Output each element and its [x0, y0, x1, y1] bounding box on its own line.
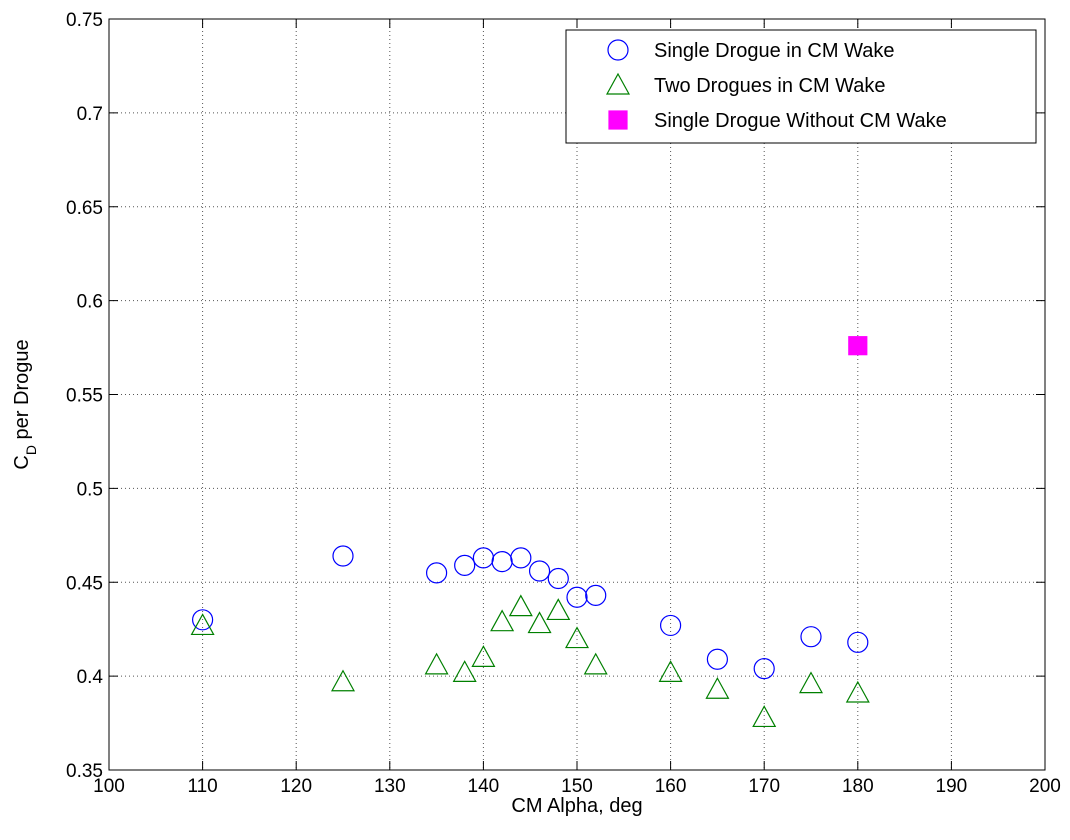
x-axis-label: CM Alpha, deg [511, 795, 642, 817]
data-point-triangle [424, 652, 449, 675]
data-point-circle [454, 554, 476, 576]
data-point-triangle [583, 652, 608, 675]
legend-marker-circle [607, 39, 629, 61]
legend-label: Single Drogue Without CM Wake [654, 110, 947, 132]
data-point-circle [192, 609, 214, 631]
data-points [190, 336, 870, 728]
series-triangle [190, 594, 870, 728]
data-point-triangle [452, 660, 477, 682]
x-tick-label: 150 [561, 776, 593, 797]
data-point-circle [847, 631, 869, 653]
y-tick-label: 0.55 [66, 386, 103, 407]
x-tick-label: 140 [468, 776, 500, 797]
legend-marker-square [608, 110, 628, 130]
data-point-triangle [330, 669, 356, 692]
legend-label: Two Drogues in CM Wake [654, 75, 886, 97]
data-point-circle [426, 562, 448, 584]
y-tick-label: 0.35 [66, 761, 103, 782]
data-point-triangle [546, 598, 571, 621]
x-tick-label: 190 [936, 776, 968, 797]
data-point-triangle [527, 611, 552, 634]
data-point-triangle [705, 677, 730, 699]
legend-item: Two Drogues in CM Wake [605, 72, 886, 97]
data-point-circle [800, 626, 822, 648]
x-tick-label: 100 [93, 776, 125, 797]
y-tick-label: 0.45 [66, 573, 103, 594]
data-point-circle [706, 648, 729, 670]
x-tick-label: 180 [842, 776, 874, 797]
y-axis-label-main: C [11, 455, 33, 469]
data-point-circle [753, 658, 775, 680]
x-tick-label: 130 [374, 776, 406, 797]
data-point-circle [585, 584, 607, 606]
legend-item: Single Drogue in CM Wake [607, 39, 894, 62]
x-tick-label: 110 [187, 776, 217, 797]
x-tick-label: 170 [748, 776, 780, 797]
legend-label: Single Drogue in CM Wake [654, 40, 894, 62]
data-point-triangle [798, 671, 824, 694]
y-axis-label-rest: per Drogue [11, 339, 33, 445]
data-point-circle [332, 545, 354, 567]
y-axis-label-subscript: D [23, 445, 39, 455]
data-point-triangle [845, 680, 870, 703]
series-circle [192, 545, 869, 680]
y-tick-label: 0.4 [77, 667, 104, 688]
y-axis-label: CD per Drogue [11, 339, 39, 469]
y-tick-label: 0.75 [66, 10, 103, 31]
legend: Single Drogue in CM Wake Two Drogues in C… [565, 29, 1037, 144]
data-point-triangle [508, 594, 533, 617]
data-point-triangle [471, 645, 496, 667]
y-tick-label: 0.5 [77, 479, 103, 500]
data-point-triangle [490, 609, 515, 632]
data-point-triangle [564, 626, 590, 649]
data-point-circle [547, 567, 569, 590]
x-tick-label: 120 [280, 776, 312, 797]
series-square [848, 336, 868, 356]
data-point-square [848, 336, 868, 356]
data-point-triangle [752, 705, 777, 728]
legend-marker-triangle [605, 72, 631, 95]
y-tick-label: 0.6 [77, 292, 103, 313]
y-tick-label: 0.65 [66, 198, 103, 219]
data-point-triangle [658, 660, 683, 682]
data-point-triangle [190, 613, 215, 636]
data-point-circle [566, 586, 588, 608]
data-point-circle [528, 560, 551, 582]
data-point-circle [510, 547, 532, 569]
x-tick-label: 160 [655, 776, 687, 797]
data-point-circle [659, 614, 682, 637]
axis-ticks: 100 110 120 130 140 150 160 170 180 190 200 0.35 0.4… [66, 10, 1061, 797]
legend-item: Single Drogue Without CM Wake [608, 110, 947, 132]
legend-box [565, 29, 1037, 144]
y-tick-label: 0.7 [77, 104, 103, 125]
x-tick-label: 200 [1029, 776, 1061, 797]
